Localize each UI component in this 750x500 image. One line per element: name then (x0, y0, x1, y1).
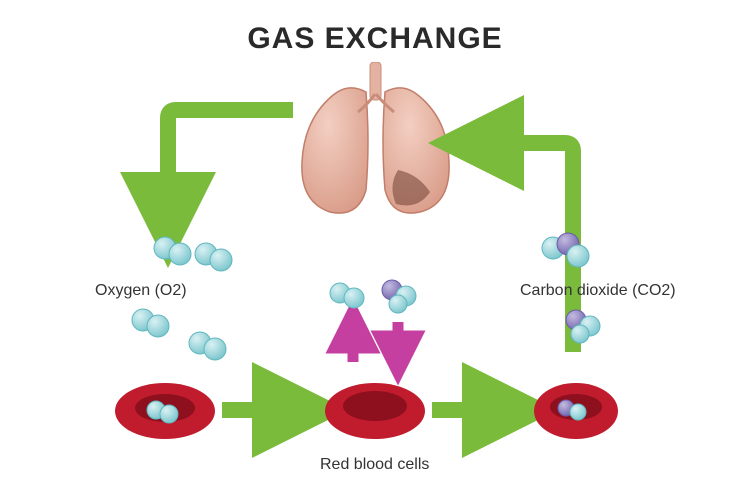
co2-molecule (382, 280, 416, 313)
o2-molecule (330, 283, 364, 308)
molecules (0, 0, 750, 500)
label-oxygen: Oxygen (O2) (95, 282, 187, 300)
co2-molecule (566, 310, 600, 343)
co2-molecule (542, 233, 589, 267)
o2-molecule (147, 401, 178, 423)
o2-molecule (189, 332, 226, 360)
diagram-canvas: GAS EXCHANGE (0, 0, 750, 500)
label-co2: Carbon dioxide (CO2) (520, 282, 676, 300)
o2-molecule (154, 237, 191, 265)
o2-molecule (132, 309, 169, 337)
co2-molecule (558, 400, 586, 420)
o2-molecule (195, 243, 232, 271)
label-rbc: Red blood cells (320, 456, 429, 474)
